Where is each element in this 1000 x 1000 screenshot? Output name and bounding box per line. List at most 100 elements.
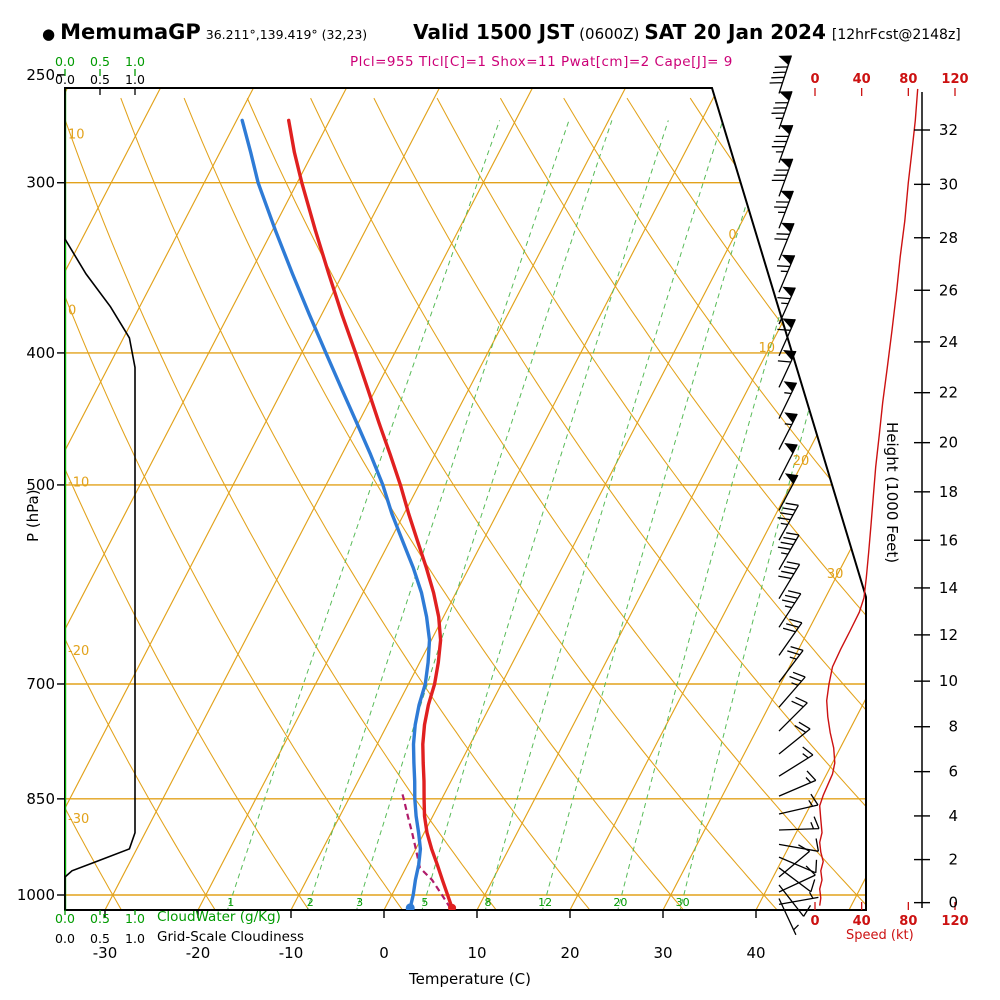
height-tick-label: 28 xyxy=(939,229,958,247)
isotherm-line xyxy=(755,88,866,910)
isotherm-line xyxy=(104,88,533,910)
wind-speed-curve xyxy=(818,88,919,906)
pressure-tick-label: 400 xyxy=(26,344,55,362)
wind-barb xyxy=(778,561,801,600)
wind-barb xyxy=(778,838,820,852)
height-tick-label: 8 xyxy=(948,718,958,736)
pressure-axis-title: P (hPa) xyxy=(24,489,42,542)
cloudwater-scale-top: 1.0 xyxy=(125,54,145,69)
height-tick-label: 4 xyxy=(948,807,958,825)
wind-barb xyxy=(774,190,794,229)
cloudiness-curve xyxy=(65,88,136,910)
mixing-ratio-label: 5 xyxy=(421,896,428,909)
dry-adiabat-line xyxy=(65,97,311,910)
temperature-tick-label: -30 xyxy=(93,944,118,962)
pressure-tick-label: 300 xyxy=(26,174,55,192)
pressure-tick-label: 250 xyxy=(26,66,55,84)
mixing-ratio-label: 1 xyxy=(227,896,234,909)
dry-adiabat-label: -20 xyxy=(68,644,89,659)
isotherm-line xyxy=(197,88,626,910)
isotherm-label: 0 xyxy=(728,228,736,243)
wind-barb xyxy=(778,721,811,755)
height-tick-label: 6 xyxy=(948,763,958,781)
dry-adiabat-label: -30 xyxy=(68,812,89,827)
wind-barb xyxy=(771,91,793,130)
wind-barb-pennant xyxy=(784,443,798,454)
cloudiness-axis-title: Grid-Scale Cloudiness xyxy=(157,929,305,945)
isotherm-line xyxy=(848,88,866,910)
dry-adiabat-line xyxy=(65,97,124,910)
cloudiness-scale-bottom: 1.0 xyxy=(125,931,145,946)
cloudwater-scale-bottom: 0.0 xyxy=(55,911,75,926)
wind-barb-pennant xyxy=(784,412,798,423)
cloudwater-scale-bottom: 1.0 xyxy=(125,911,145,926)
wind-barb-pennant xyxy=(781,254,795,265)
isotherm-line xyxy=(383,88,812,910)
wind-barb-pennant xyxy=(781,222,794,233)
wind-barb xyxy=(777,319,796,357)
wind-barbs xyxy=(769,55,820,936)
temperature-curve xyxy=(287,118,454,910)
wind-barb xyxy=(778,474,799,511)
wind-barb-pennant xyxy=(784,473,798,484)
wind-barb xyxy=(778,865,816,893)
isotherm-line xyxy=(569,88,866,910)
aux-profiles xyxy=(65,88,136,910)
height-tick-label: 20 xyxy=(939,434,958,452)
pressure-tick-label: 1000 xyxy=(17,886,55,904)
wind-barb-pennant xyxy=(783,381,797,392)
cloudwater-axis-title: CloudWater (g/Kg) xyxy=(157,909,281,925)
wind-barb-pennant xyxy=(782,318,796,329)
sounding-profiles xyxy=(240,118,457,910)
height-tick-label: 32 xyxy=(939,121,958,139)
valid-date: SAT 20 Jan 2024 xyxy=(644,20,826,44)
mixing-ratio-line xyxy=(679,120,866,910)
speed-tick-label-top: 0 xyxy=(810,72,819,87)
isotherm-label: 30 xyxy=(827,567,844,582)
mixing-ratio-line xyxy=(305,120,570,910)
height-tick-label: 18 xyxy=(939,483,958,501)
isotherm-line xyxy=(65,88,440,910)
height-tick-label: 0 xyxy=(948,894,958,912)
cloudwater-scale-top: 0.5 xyxy=(90,54,110,69)
cloudwater-scale-bottom: 0.5 xyxy=(90,911,110,926)
speed-tick-label-bottom: 0 xyxy=(810,914,819,929)
temperature-axis: -30 -20 -10 0 10 20 30 40 xyxy=(93,910,766,962)
wind-barb xyxy=(778,590,802,628)
speed-tick-label-bottom: 40 xyxy=(853,914,871,929)
dry-adiabat-line xyxy=(689,97,866,910)
dry-adiabat-line xyxy=(120,97,593,910)
mixing-ratio-label: 2 xyxy=(307,896,314,909)
speed-tick-label-top: 120 xyxy=(941,72,968,87)
dewpoint-surface-dot xyxy=(405,903,415,910)
wind-barb xyxy=(778,891,819,906)
dry-adiabat-label: 10 xyxy=(68,128,85,143)
wind-barb-pennant xyxy=(779,91,792,101)
temperature-tick-label: 40 xyxy=(746,944,765,962)
height-axis-title: Height (1000 Feet) xyxy=(883,422,901,564)
dry-adiabat-line xyxy=(436,97,866,910)
height-tick-label: 24 xyxy=(939,333,958,351)
temperature-tick-label: -20 xyxy=(186,944,211,962)
speed-tick-label-top: 80 xyxy=(899,72,917,87)
mixing-ratio-line xyxy=(226,120,501,910)
speed-tick-label-top: 40 xyxy=(853,72,871,87)
dry-adiabat-line xyxy=(65,97,499,910)
height-tick-label: 2 xyxy=(948,851,958,869)
wind-barb-pennant xyxy=(779,125,793,135)
wind-barb xyxy=(778,444,798,481)
temperature-axis-title: Temperature (C) xyxy=(409,970,531,988)
station-coords: 36.211°,139.419° (32,23) xyxy=(205,27,368,42)
wind-barb xyxy=(778,867,816,893)
dry-adiabat-line xyxy=(183,97,687,910)
isotherm-line xyxy=(290,88,719,910)
wind-barb-pennant xyxy=(779,158,793,169)
mixing-ratio-label: 12 xyxy=(538,896,552,909)
wind-barb xyxy=(778,816,820,831)
wind-barb xyxy=(778,671,806,708)
